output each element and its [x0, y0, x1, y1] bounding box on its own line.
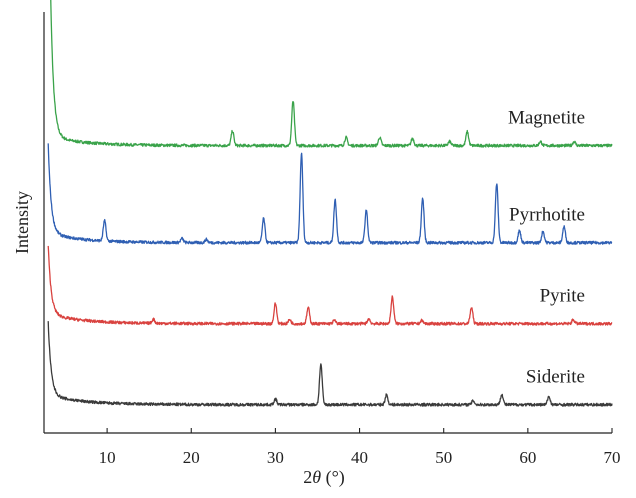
- x-tick-label-40: 40: [351, 448, 368, 467]
- y-axis-title: Intensity: [12, 191, 32, 254]
- axes: [43, 12, 612, 434]
- series-label-pyrrhotite: Pyrrhotite: [509, 205, 585, 226]
- series-lines: [47, 0, 613, 407]
- x-axis-title-symbol: θ: [312, 467, 321, 487]
- x-tick-label-70: 70: [604, 448, 621, 467]
- series-line-pyrrhotite: [47, 143, 613, 245]
- x-axis-title: 2θ (°): [303, 467, 345, 488]
- series-label-siderite: Siderite: [526, 367, 585, 388]
- x-tick-label-10: 10: [99, 448, 116, 467]
- series-line-siderite: [47, 321, 613, 407]
- series-line-magnetite: [50, 0, 613, 148]
- x-tick-label-20: 20: [183, 448, 200, 467]
- x-ticks: 10 20 30 40 50 60 70: [99, 428, 621, 467]
- x-tick-label-50: 50: [435, 448, 452, 467]
- series-label-magnetite: Magnetite: [508, 108, 585, 129]
- series-label-pyrite: Pyrite: [540, 286, 585, 307]
- x-tick-label-60: 60: [519, 448, 536, 467]
- x-axis-title-unit: (°): [321, 467, 345, 488]
- series-labels: Magnetite Pyrrhotite Pyrite Siderite: [508, 108, 585, 388]
- x-axis-title-prefix: 2: [303, 467, 312, 487]
- x-tick-label-30: 30: [267, 448, 284, 467]
- series-line-pyrite: [47, 245, 613, 326]
